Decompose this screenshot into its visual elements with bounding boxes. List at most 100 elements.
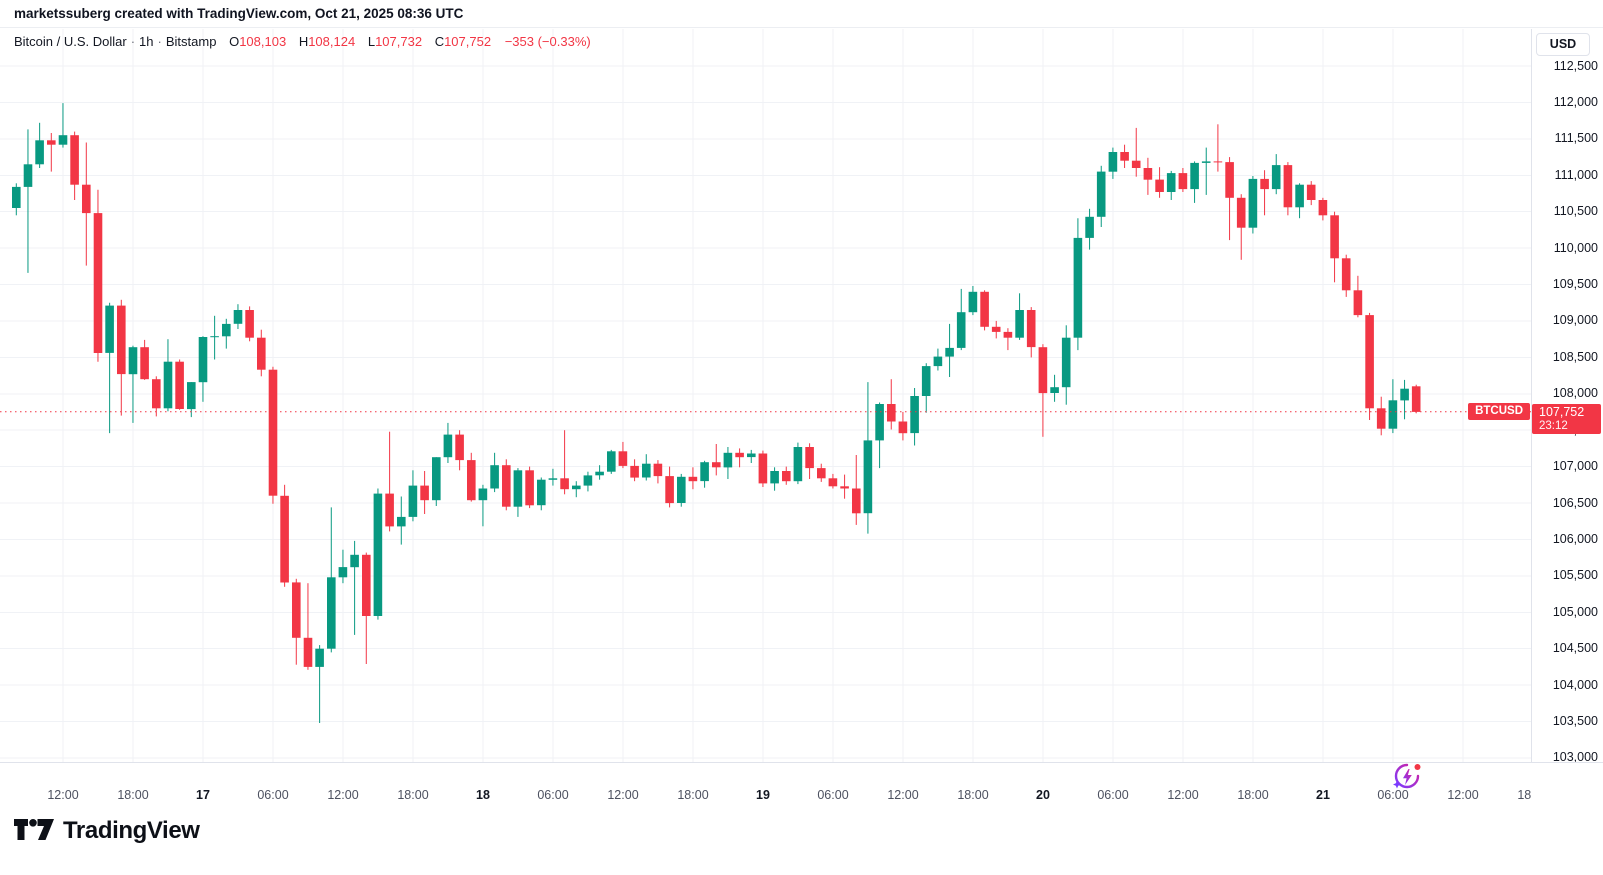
candle-body bbox=[397, 516, 406, 527]
candle-body bbox=[618, 451, 628, 466]
candle-body bbox=[1225, 162, 1234, 198]
last-price-axis-label: 107,752 23:12 bbox=[1532, 404, 1601, 434]
candle-body bbox=[828, 478, 838, 487]
time-axis-label: 18:00 bbox=[677, 788, 709, 802]
candle-body bbox=[338, 567, 348, 578]
candle-body bbox=[292, 582, 301, 638]
price-axis-label: 110,500 bbox=[1553, 204, 1598, 218]
tradingview-logo-icon bbox=[14, 818, 54, 840]
candle-body bbox=[956, 312, 966, 348]
candle-body bbox=[723, 452, 733, 468]
price-axis[interactable]: USD 107,752 23:12 112,500 112,000 111,500 1… bbox=[1531, 29, 1603, 764]
candle-body bbox=[163, 361, 173, 409]
candle-body bbox=[1248, 178, 1258, 228]
price-axis-label: 104,500 bbox=[1552, 641, 1598, 655]
candle-body bbox=[863, 440, 873, 514]
time-axis-label: 18 bbox=[476, 788, 490, 802]
time-axis-label: 06:00 bbox=[1097, 788, 1129, 802]
candle-body bbox=[455, 434, 464, 461]
candle-body bbox=[385, 493, 394, 527]
price-axis-label: 111,500 bbox=[1554, 131, 1598, 145]
chart-legend: Bitcoin / U.S. Dollar · 1h · Bitstamp O108,1… bbox=[14, 34, 591, 49]
candle-body bbox=[1073, 237, 1083, 338]
candle-body bbox=[1015, 310, 1024, 338]
time-axis-label: 12:00 bbox=[1447, 788, 1479, 802]
candle-body bbox=[432, 457, 441, 501]
candle-body bbox=[117, 305, 126, 375]
candle-body bbox=[1050, 387, 1059, 393]
price-axis-label: 112,500 bbox=[1553, 59, 1598, 73]
candle-body bbox=[222, 323, 231, 337]
legend-high: H108,124 bbox=[298, 34, 356, 49]
candle-body bbox=[572, 485, 581, 490]
tradingview-logo-text: TradingView bbox=[63, 817, 200, 844]
candle-body bbox=[1376, 408, 1386, 429]
price-axis-label: 106,500 bbox=[1552, 496, 1598, 510]
time-axis-label: 21 bbox=[1316, 788, 1330, 802]
candle-body bbox=[1190, 162, 1199, 190]
candle-body bbox=[1271, 165, 1281, 190]
time-axis-label: 18:00 bbox=[117, 788, 149, 802]
legend-symbol: Bitcoin / U.S. Dollar bbox=[14, 34, 127, 49]
candle-body bbox=[1143, 168, 1153, 180]
candle-body bbox=[1411, 386, 1421, 412]
time-axis-label: 12:00 bbox=[47, 788, 79, 802]
candle-body bbox=[327, 577, 336, 649]
price-axis-label: 105,500 bbox=[1552, 568, 1598, 582]
candle-body bbox=[198, 337, 208, 383]
candle-body bbox=[1085, 216, 1094, 238]
candle-body bbox=[1061, 337, 1071, 388]
time-axis-label: 20 bbox=[1036, 788, 1050, 802]
time-axis-label: 12:00 bbox=[887, 788, 919, 802]
price-axis-label: 103,500 bbox=[1552, 714, 1598, 728]
tradingview-logo[interactable]: TradingView bbox=[14, 817, 200, 845]
candle-body bbox=[980, 291, 989, 327]
candle-body bbox=[443, 434, 453, 458]
legend-open: O108,103 bbox=[229, 34, 287, 49]
candle-body bbox=[933, 356, 943, 367]
price-axis-label: 103,000 bbox=[1552, 750, 1598, 764]
time-axis-label: 06:00 bbox=[817, 788, 849, 802]
candle-body bbox=[758, 453, 768, 484]
time-axis-label: 18:00 bbox=[1517, 788, 1531, 802]
tv-flash-refresh-icon[interactable] bbox=[1390, 759, 1424, 793]
candle-body bbox=[303, 637, 313, 667]
candle-body bbox=[712, 462, 721, 468]
candle-body bbox=[805, 447, 814, 469]
candle-body bbox=[257, 337, 266, 370]
candle-body bbox=[642, 463, 651, 478]
price-axis-label: 104,000 bbox=[1552, 678, 1598, 692]
candle-body bbox=[1236, 197, 1246, 228]
candle-body bbox=[945, 347, 954, 357]
candle-body bbox=[420, 485, 429, 501]
candlestick-chart[interactable] bbox=[0, 29, 1531, 762]
price-axis-label: 111,000 bbox=[1554, 168, 1598, 182]
candle-body bbox=[105, 305, 114, 353]
candle-body bbox=[1120, 152, 1129, 161]
bar-countdown: 23:12 bbox=[1539, 420, 1568, 432]
chart-pane[interactable]: Bitcoin / U.S. Dollar · 1h · Bitstamp O108,1… bbox=[0, 29, 1531, 762]
candle-body bbox=[898, 421, 908, 434]
price-axis-label: 110,000 bbox=[1553, 241, 1598, 255]
candle-body bbox=[852, 488, 861, 514]
candle-body bbox=[1096, 171, 1106, 217]
candle-body bbox=[677, 476, 686, 503]
price-axis-label: 107,000 bbox=[1552, 459, 1598, 473]
candle-body bbox=[1341, 258, 1351, 291]
time-axis[interactable]: 12:00 18:00 17 06:00 12:00 18:00 18 06:00 12:00 1… bbox=[0, 762, 1531, 806]
candle-body bbox=[1306, 184, 1316, 200]
time-axis-label: 19 bbox=[756, 788, 770, 802]
candle-body bbox=[58, 135, 68, 145]
price-axis-label: 106,000 bbox=[1552, 532, 1598, 546]
candle-body bbox=[175, 361, 184, 409]
candle-body bbox=[1400, 388, 1409, 401]
candle-body bbox=[478, 488, 488, 501]
candle-body bbox=[490, 465, 499, 489]
candle-body bbox=[1365, 315, 1374, 409]
candle-body bbox=[735, 452, 744, 458]
candle-body bbox=[70, 135, 79, 185]
time-axis-label: 06:00 bbox=[257, 788, 289, 802]
candle-body bbox=[140, 347, 149, 380]
currency-usd-button[interactable]: USD bbox=[1536, 33, 1590, 56]
candle-body bbox=[688, 476, 698, 482]
